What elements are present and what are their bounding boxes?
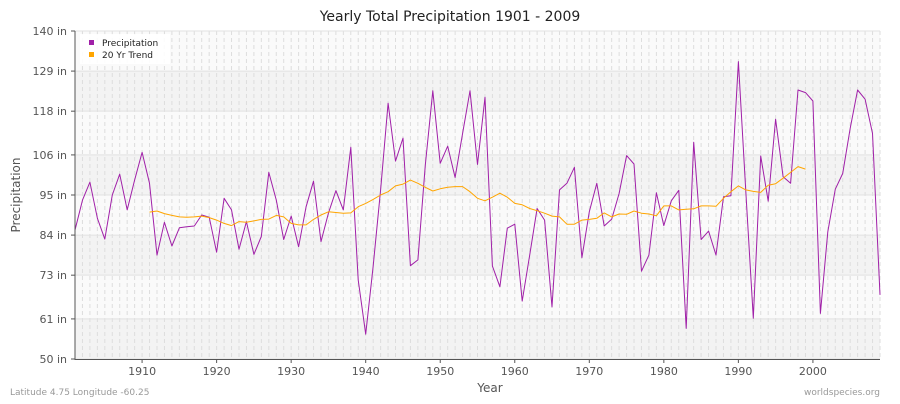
y-tick-label: 61 in <box>39 313 67 326</box>
y-tick-label: 50 in <box>39 353 67 366</box>
x-tick-label: 1990 <box>724 365 752 378</box>
x-tick-label: 1910 <box>128 365 156 378</box>
background-band <box>75 318 880 359</box>
x-axis-ticks: 1910 1920 1930 1940 1950 1960 1970 1980 1990 2000 <box>128 359 827 378</box>
legend-box <box>80 34 170 64</box>
x-axis-label: Year <box>476 381 502 395</box>
footer-location: Latitude 4.75 Longitude -60.25 <box>10 388 149 398</box>
legend-swatch-trend <box>89 52 94 57</box>
x-tick-label: 1970 <box>575 365 603 378</box>
legend-label-trend: 20 Yr Trend <box>102 51 153 61</box>
footer-source: worldspecies.org <box>804 388 880 398</box>
trend-line <box>149 166 806 227</box>
y-axis-ticks: 50 in 61 in 73 in 84 in 95 in 106 in 118 in 129… <box>32 25 75 366</box>
x-tick-label: 1940 <box>352 365 380 378</box>
y-axis-label: Precipitation <box>9 157 23 232</box>
chart-title: Yearly Total Precipitation 1901 - 2009 <box>319 9 581 25</box>
y-tick-label: 129 in <box>32 65 67 78</box>
series-lines <box>74 61 881 335</box>
legend-swatch-precipitation <box>89 40 94 45</box>
y-tick-label: 84 in <box>39 229 67 242</box>
x-tick-label: 1980 <box>650 365 678 378</box>
y-tick-label: 118 in <box>32 105 67 118</box>
y-tick-label: 140 in <box>32 25 67 38</box>
background-band <box>75 71 880 112</box>
background-band <box>75 31 880 72</box>
x-tick-label: 1930 <box>277 365 305 378</box>
x-tick-label: 2000 <box>799 365 827 378</box>
legend-label-precipitation: Precipitation <box>102 39 158 49</box>
x-tick-label: 1920 <box>203 365 231 378</box>
x-tick-label: 1960 <box>501 365 529 378</box>
x-tick-label: 1950 <box>426 365 454 378</box>
y-tick-label: 73 in <box>39 269 67 282</box>
y-tick-label: 95 in <box>39 189 67 202</box>
legend: Precipitation 20 Yr Trend <box>80 34 170 64</box>
y-tick-label: 106 in <box>32 149 67 162</box>
